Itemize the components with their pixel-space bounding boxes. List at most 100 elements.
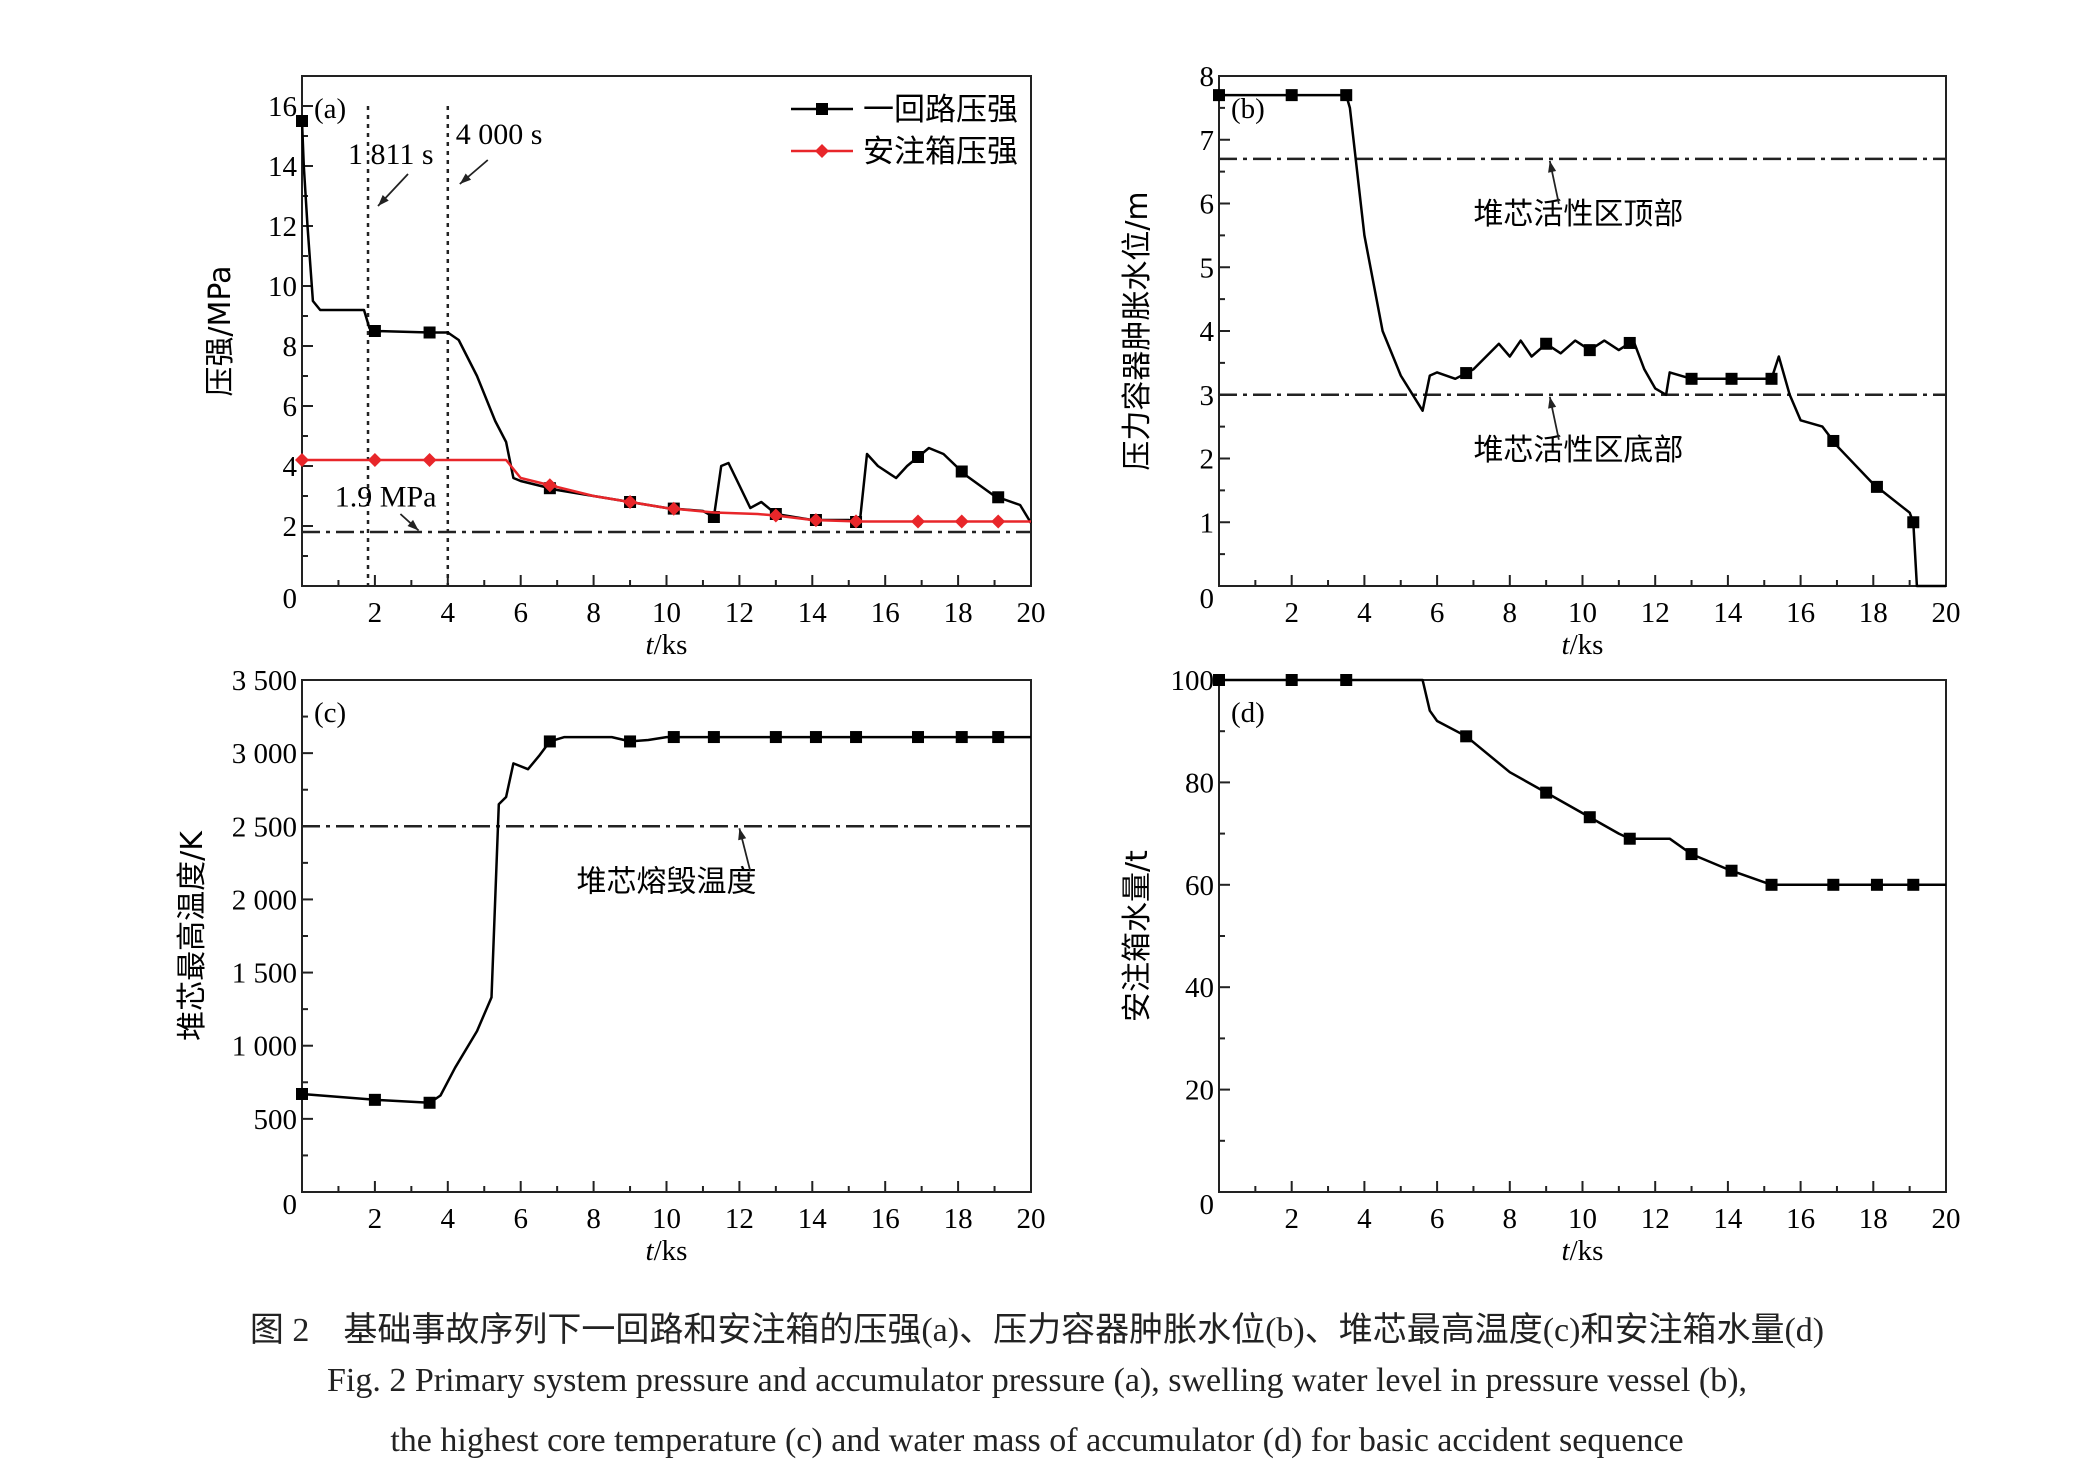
data-point-marker — [1285, 674, 1298, 686]
data-point-marker — [707, 731, 720, 744]
data-point-marker — [624, 735, 637, 748]
y-axis-label: 压强/MPa — [203, 265, 238, 396]
y-tick-label: 12 — [268, 211, 297, 243]
caption-cn: 图 2 基础事故序列下一回路和安注箱的压强(a)、压力容器肿胀水位(b)、堆芯最… — [249, 1312, 1825, 1349]
x-tick-label: 18 — [1859, 597, 1888, 629]
y-axis-label: 堆芯最高温度/K — [175, 830, 210, 1041]
arrow-head-icon — [407, 519, 419, 531]
data-point-marker — [1623, 832, 1636, 845]
x-tick-label: 20 — [1932, 1203, 1961, 1235]
data-point-marker — [955, 465, 968, 478]
x-axis-label-var: t — [646, 1235, 655, 1267]
series-line — [1219, 678, 1946, 887]
y-tick-label: 1 000 — [232, 1031, 297, 1063]
plot-frame — [1218, 75, 1947, 587]
y-tick-label: 60 — [1185, 870, 1214, 902]
data-point-marker — [543, 735, 556, 748]
x-tick-label: 12 — [1641, 597, 1670, 629]
x-axis-label-var: t — [646, 629, 655, 661]
arrow-head-icon — [1548, 160, 1557, 173]
data-point-marker — [1725, 864, 1738, 877]
data-point-marker — [296, 1087, 308, 1100]
x-tick-label: 14 — [798, 597, 828, 629]
y-tick-label: 7 — [1200, 125, 1215, 157]
y-tick-label: 4 — [1200, 316, 1215, 348]
data-point-marker — [368, 325, 381, 337]
plot-frame — [301, 679, 1032, 1193]
x-tick-label: 4 — [441, 597, 456, 629]
y-tick-label: 4 — [283, 451, 298, 483]
hline-annotation: 1.9 MPa — [335, 481, 437, 514]
data-point-marker — [1685, 372, 1698, 385]
data-point-marker — [992, 731, 1005, 744]
caption-en-line1: Fig. 2 Primary system pressure and accum… — [326, 1362, 1748, 1399]
y-tick-label: 3 000 — [232, 738, 297, 770]
data-point-marker — [1907, 878, 1920, 891]
x-tick-label: 14 — [1713, 597, 1743, 629]
data-point-marker — [422, 453, 437, 467]
x-tick-label: 2 — [1284, 597, 1299, 629]
y-tick-label: 14 — [268, 151, 298, 183]
data-point-marker — [1583, 811, 1596, 824]
plot-frame — [1218, 679, 1947, 1193]
arrow-head-icon — [1548, 396, 1557, 409]
data-point-marker — [809, 731, 822, 744]
x-axis-label: t/ks — [1562, 629, 1604, 661]
data-point-marker — [1285, 89, 1298, 102]
data-point-marker — [769, 731, 782, 744]
x-axis-label: t/ks — [646, 1235, 688, 1267]
legend-marker — [816, 103, 828, 115]
x-tick-label: 10 — [1568, 597, 1597, 629]
y-tick-label: 20 — [1185, 1075, 1214, 1107]
data-point-marker — [295, 453, 309, 467]
y-tick-label: 500 — [254, 1104, 298, 1136]
data-point-marker — [1460, 730, 1473, 743]
y-tick-label: 8 — [283, 331, 298, 363]
y-tick-label: 2 — [1200, 444, 1215, 476]
y-tick-label: 80 — [1185, 767, 1214, 799]
x-tick-label: 12 — [1641, 1203, 1670, 1235]
y-tick-label: 6 — [283, 391, 298, 423]
y-tick-label: 1 500 — [232, 958, 297, 990]
x-axis-label-unit: /ks — [654, 1235, 688, 1267]
x-axis-label-unit: /ks — [1570, 1235, 1604, 1267]
caption-en-line2: the highest core temperature (c) and wat… — [390, 1422, 1684, 1459]
data-point-marker — [850, 731, 863, 744]
data-point-marker — [1213, 89, 1225, 102]
y-axis-label: 安注箱水量/t — [1120, 850, 1155, 1022]
x-tick-label: 4 — [1357, 1203, 1372, 1235]
y-tick-label: 40 — [1185, 972, 1214, 1004]
x-tick-label: 10 — [652, 1203, 681, 1235]
vline-annotation: 4 000 s — [456, 118, 543, 151]
x-tick-label: 6 — [513, 597, 528, 629]
x-tick-label: 20 — [1017, 597, 1046, 629]
data-point-marker — [1685, 848, 1698, 861]
panel-label: (c) — [314, 697, 346, 729]
data-point-marker — [1907, 516, 1920, 529]
y-tick-label: 2 — [283, 511, 298, 543]
x-axis-label: t/ks — [1562, 1235, 1604, 1267]
x-axis-label-unit: /ks — [654, 629, 688, 661]
data-point-marker — [912, 731, 925, 744]
panel-label: (a) — [314, 93, 346, 125]
x-tick-label: 4 — [441, 1203, 456, 1235]
x-tick-label: 2 — [368, 597, 383, 629]
hline-annotation: 堆芯活性区底部 — [1473, 433, 1683, 468]
data-point-marker — [849, 514, 864, 529]
data-point-marker — [623, 495, 638, 509]
data-point-marker — [667, 731, 680, 744]
panel-label: (d) — [1231, 697, 1265, 729]
x-tick-label: 6 — [1430, 597, 1445, 629]
data-point-marker — [912, 451, 925, 463]
x-tick-label: 12 — [725, 1203, 754, 1235]
hline-annotation: 堆芯活性区顶部 — [1473, 197, 1683, 232]
x-tick-label: 16 — [871, 1203, 900, 1235]
y-tick-label: 0 — [283, 583, 298, 615]
data-point-marker — [1765, 372, 1778, 385]
chart-panel-b: 2 4 6 8 10 12 14 16 18 20012345678t/ks压力容器肿胀水位/m(… — [1120, 61, 1961, 661]
x-tick-label: 20 — [1932, 597, 1961, 629]
y-tick-label: 2 500 — [232, 811, 297, 843]
data-point-marker — [367, 453, 382, 467]
data-point-marker — [768, 508, 783, 523]
arrow-head-icon — [738, 828, 747, 841]
